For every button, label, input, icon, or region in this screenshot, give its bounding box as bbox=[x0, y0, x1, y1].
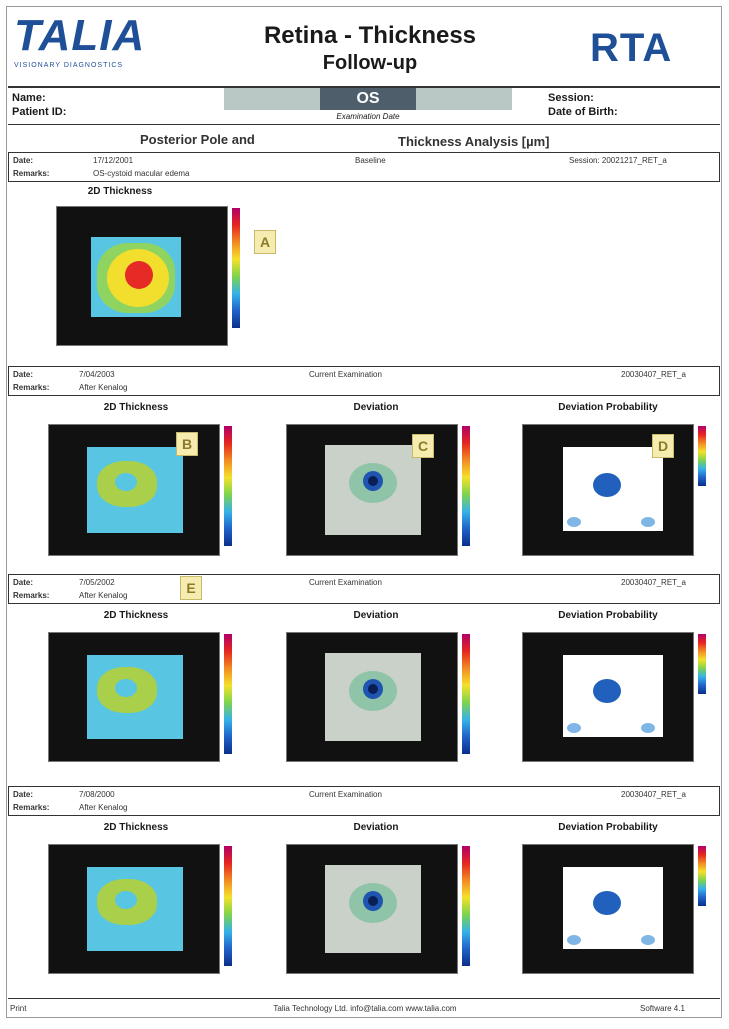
exam-2-thickness-map bbox=[48, 632, 220, 762]
name-label: Name: bbox=[12, 92, 46, 104]
exam-1-deviation-map bbox=[286, 424, 458, 556]
exam-3-remarks-label: Remarks: bbox=[13, 803, 50, 812]
report-title: Retina - Thickness bbox=[263, 22, 477, 49]
exam-1-remarks-label: Remarks: bbox=[13, 383, 50, 392]
baseline-marker-a: A bbox=[254, 230, 276, 254]
exam-3-deviation-map bbox=[286, 844, 458, 974]
exam-3-thickness-colorbar bbox=[224, 846, 232, 966]
dob-label: Date of Birth: bbox=[548, 106, 618, 118]
logo-subtitle: VISIONARY DIAGNOSTICS bbox=[14, 62, 124, 69]
exam-2-thickness-colorbar bbox=[224, 634, 232, 754]
exam-2-probability-map bbox=[522, 632, 694, 762]
baseline-date-label: Date: bbox=[13, 156, 34, 165]
exam-2-remarks-label: Remarks: bbox=[13, 591, 50, 600]
exam-3-deviation-colorbar bbox=[462, 846, 470, 966]
exam-2-deviation-title: Deviation bbox=[353, 610, 399, 621]
exam-3-probability-colorbar bbox=[698, 846, 706, 906]
exam-1-deviation-colorbar bbox=[462, 426, 470, 546]
exam-2-probability-title: Deviation Probability bbox=[558, 610, 658, 621]
exam-1-remarks: After Kenalog bbox=[79, 383, 128, 392]
footer-right: Software 4.1 bbox=[640, 1004, 685, 1013]
exam-1-thickness-title: 2D Thickness bbox=[103, 402, 169, 413]
exam-3-thickness-title: 2D Thickness bbox=[103, 822, 169, 833]
baseline-info-row: Date: 17/12/2001 Baseline Session: 20021… bbox=[8, 152, 720, 182]
exam-1-info-row: Date: 7/04/2003 Current Examination 2003… bbox=[8, 366, 720, 396]
exam-2-thickness-title: 2D Thickness bbox=[103, 610, 169, 621]
exam-3-date-label: Date: bbox=[13, 790, 34, 799]
exam-1-marker-d: D bbox=[652, 434, 674, 458]
baseline-thickness-map bbox=[56, 206, 228, 346]
exam-3-thickness-map bbox=[48, 844, 220, 974]
exam-2-session: 20030407_RET_a bbox=[621, 578, 686, 587]
report-subtitle: Follow-up bbox=[322, 52, 418, 74]
exam-3-probability-map bbox=[522, 844, 694, 974]
exam-1-probability-colorbar bbox=[698, 426, 706, 486]
exam-1-marker-b: B bbox=[176, 432, 198, 456]
exam-1-type: Current Examination bbox=[309, 370, 382, 379]
exam-3-type: Current Examination bbox=[309, 790, 382, 799]
exam-3-deviation-title: Deviation bbox=[353, 822, 399, 833]
exam-3-info-row: Date: 7/08/2000 Current Examination 2003… bbox=[8, 786, 720, 816]
rta-brand: RTA bbox=[590, 26, 673, 70]
analysis-heading-right: Thickness Analysis [µm] bbox=[398, 134, 550, 149]
footer-left: Print bbox=[10, 1004, 27, 1013]
exam-1-marker-c: C bbox=[412, 434, 434, 458]
baseline-date: 17/12/2001 bbox=[93, 156, 134, 165]
baseline-type: Baseline bbox=[355, 156, 386, 165]
exam-2-deviation-colorbar bbox=[462, 634, 470, 754]
exam-2-marker-e: E bbox=[180, 576, 202, 600]
exam-3-session: 20030407_RET_a bbox=[621, 790, 686, 799]
talia-logo: TALIA VISIONARY DIAGNOSTICS bbox=[14, 14, 164, 80]
baseline-remarks: OS-cystoid macular edema bbox=[93, 169, 190, 178]
header-divider bbox=[8, 86, 720, 88]
exam-2-deviation-map bbox=[286, 632, 458, 762]
exam-2-date: 7/05/2002 bbox=[79, 578, 115, 587]
exam-2-info-row: Date: 7/05/2002 Current Examination 2003… bbox=[8, 574, 720, 604]
exam-3-probability-title: Deviation Probability bbox=[558, 822, 658, 833]
exam-1-probability-title: Deviation Probability bbox=[558, 402, 658, 413]
baseline-map-title: 2D Thickness bbox=[87, 186, 153, 197]
baseline-colorbar bbox=[232, 208, 240, 328]
exam-1-thickness-colorbar bbox=[224, 426, 232, 546]
exam-2-type: Current Examination bbox=[309, 578, 382, 587]
exam-date-label: Examination Date bbox=[336, 112, 400, 121]
exam-1-probability-map bbox=[522, 424, 694, 556]
exam-1-deviation-title: Deviation bbox=[353, 402, 399, 413]
exam-3-date: 7/08/2000 bbox=[79, 790, 115, 799]
patient-id-label: Patient ID: bbox=[12, 106, 67, 118]
exam-1-date: 7/04/2003 bbox=[79, 370, 115, 379]
report-page bbox=[6, 6, 722, 1018]
patient-divider bbox=[8, 124, 720, 125]
exam-1-session: 20030407_RET_a bbox=[621, 370, 686, 379]
baseline-remarks-label: Remarks: bbox=[13, 169, 50, 178]
exam-1-date-label: Date: bbox=[13, 370, 34, 379]
session-label: Session: bbox=[548, 92, 594, 104]
exam-3-remarks: After Kenalog bbox=[79, 803, 128, 812]
baseline-session: Session: 20021217_RET_a bbox=[569, 156, 667, 165]
eye-indicator-bar: OS bbox=[224, 88, 512, 110]
exam-2-remarks: After Kenalog bbox=[79, 591, 128, 600]
exam-1-thickness-map bbox=[48, 424, 220, 556]
footer-center: Talia Technology Ltd. info@talia.com www… bbox=[273, 1004, 457, 1013]
eye-label: OS bbox=[320, 88, 416, 110]
footer-divider bbox=[8, 998, 720, 999]
exam-2-probability-colorbar bbox=[698, 634, 706, 694]
logo-text: TALIA bbox=[14, 11, 146, 60]
analysis-heading-left: Posterior Pole and bbox=[140, 132, 255, 147]
exam-2-date-label: Date: bbox=[13, 578, 34, 587]
